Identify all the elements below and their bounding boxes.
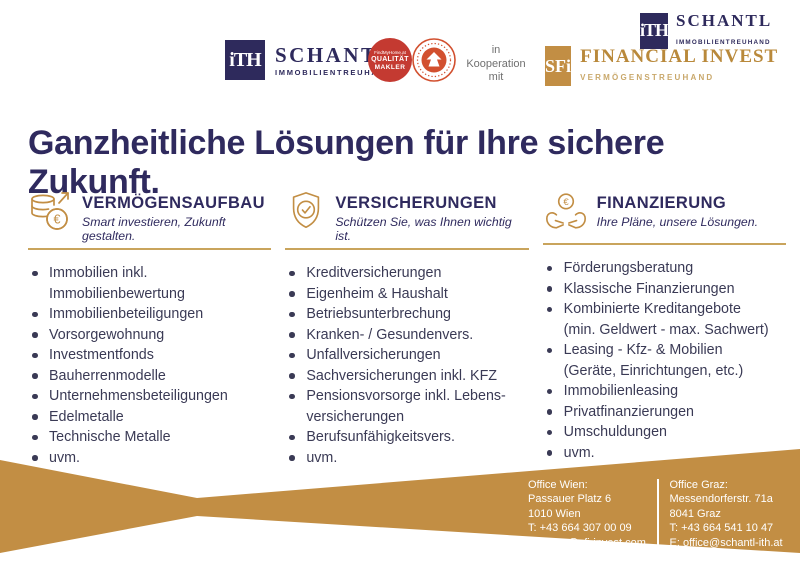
column-title: FINANZIERUNG (596, 194, 727, 212)
cooperation-line: mit (488, 71, 504, 83)
column-subtitle: Schützen Sie, was Ihnen wichtig ist. (335, 215, 512, 243)
brand-name: SCHANTL (676, 11, 773, 30)
cooperation-line: Kooperation (466, 57, 526, 70)
list-item: Förderungsberatung (543, 258, 786, 279)
list-item: Investmentfonds (28, 345, 271, 366)
sfi-brand-subtitle: VERMÖGENSTREUHAND (580, 73, 715, 82)
office-graz: Office Graz: Messendorferstr. 71a 8041 G… (670, 478, 800, 550)
footer-vertical-divider (657, 479, 659, 547)
seal-line: QUALITÄT (371, 55, 409, 63)
schantl-wordmark: SCHANTL IMMOBILIENTREUHAND (275, 44, 394, 77)
office-address: Messendorferstr. 71a (669, 493, 773, 506)
page-title: Ganzheitliche Lösungen für Ihre sichere … (28, 124, 665, 201)
sfi-logo-icon: SFi (545, 46, 572, 86)
header: iTH SCHANTL IMMOBILIENTREUHAND FindMyHom… (0, 0, 800, 112)
office-title: Office Graz: (669, 479, 728, 491)
list-item: Betriebsunterbrechung (285, 304, 528, 325)
seal-line: MAKLER (374, 63, 406, 71)
austria-award-seal-icon (412, 38, 456, 82)
coins-growth-icon: € (31, 192, 69, 230)
office-title: Office Wien: (528, 479, 588, 491)
seal-source: FindMyHome.at (374, 49, 406, 55)
list-item: Berufsunfähigkeitsvers. (285, 427, 528, 448)
list-item: Kombinierte Kreditangebote (min. Geldwer… (543, 299, 786, 340)
list-item: Klassische Finanzierungen (543, 279, 786, 300)
list-item: Unfallversicherungen (285, 345, 528, 366)
office-email-link[interactable]: E: office@schantl-ith.at (669, 536, 783, 549)
office-address: Passauer Platz 6 (528, 493, 612, 506)
sfi-brand-name: FINANCIAL INVEST (580, 46, 779, 67)
ith-logo-icon: iTH (225, 40, 265, 80)
gold-divider (28, 248, 272, 250)
list-item: Unternehmensbeteiligungen (28, 386, 271, 407)
list-item: Edelmetalle (28, 407, 271, 428)
services-list-finanzierung: Förderungsberatung Klassische Finanzierun… (543, 258, 786, 463)
list-item: Vorsorgewohnung (28, 325, 271, 346)
column-vermoegensaufbau: € VERMÖGENSAUFBAU Smart investieren, Zuk… (28, 190, 272, 468)
list-item: uvm. (285, 448, 528, 469)
list-item: Eigenheim & Haushalt (285, 284, 528, 305)
services-section: € VERMÖGENSAUFBAU Smart investieren, Zuk… (28, 190, 786, 468)
schantl-corner-logo: iTH SCHANTL IMMOBILIENTREUHAND (640, 12, 800, 49)
column-header: VERSICHERUNGEN Schützen Sie, was Ihnen w… (285, 190, 528, 243)
column-header-text: VERSICHERUNGEN Schützen Sie, was Ihnen w… (335, 190, 528, 243)
office-email-link[interactable]: E: office@sfi-invest.com (528, 536, 646, 549)
column-title: VERMÖGENSAUFBAU (82, 194, 265, 212)
brand-name: SCHANTL (275, 42, 395, 67)
list-item: Sachversicherungen inkl. KFZ (285, 366, 528, 387)
list-item: Pensionsvorsorge inkl. Lebens- versicher… (285, 386, 528, 427)
cooperation-text: in Kooperation mit (452, 44, 540, 85)
office-wien: Office Wien: Passauer Platz 6 1010 Wien … (528, 478, 646, 550)
footer-gold-ribbon (0, 449, 800, 553)
sfi-wordmark: FINANCIAL INVEST VERMÖGENSTREUHAND (580, 47, 800, 85)
column-finanzierung: € FINANZIERUNG Ihre Pläne, unsere Lösung… (542, 190, 786, 468)
hands-euro-icon: € (545, 193, 586, 229)
services-list-versicherungen: Kreditversicherungen Eigenheim & Haushalt… (285, 263, 528, 468)
services-list-vermoegensaufbau: Immobilien inkl. Immobilienbewertung Immo… (28, 263, 271, 468)
corner-wordmark: SCHANTL IMMOBILIENTREUHAND (676, 12, 800, 49)
column-header: € VERMÖGENSAUFBAU Smart investieren, Zuk… (28, 190, 271, 243)
list-item: Immobilienbeteiligungen (28, 304, 271, 325)
schantl-main-logo: iTH SCHANTL IMMOBILIENTREUHAND (225, 40, 394, 80)
column-versicherungen: VERSICHERUNGEN Schützen Sie, was Ihnen w… (285, 190, 529, 468)
office-city: 8041 Graz (669, 507, 721, 520)
brand-subtitle: IMMOBILIENTREUHAND (676, 39, 771, 46)
sfi-financial-invest-logo: SFi FINANCIAL INVEST VERMÖGENSTREUHAND (545, 46, 800, 86)
column-header-text: VERMÖGENSAUFBAU Smart investieren, Zukun… (82, 190, 271, 243)
office-phone: T: +43 664 307 00 09 (528, 522, 632, 535)
list-item: Immobilienleasing (543, 381, 786, 402)
office-phone: T: +43 664 541 10 47 (669, 522, 774, 535)
office-city: 1010 Wien (528, 507, 581, 520)
column-header: € FINANZIERUNG Ihre Pläne, unsere Lösung… (543, 190, 786, 238)
list-item: uvm. (543, 443, 786, 464)
brand-subtitle: IMMOBILIENTREUHAND (275, 67, 393, 77)
column-subtitle: Smart investieren, Zukunft gestalten. (82, 215, 226, 243)
shield-check-icon (293, 192, 320, 229)
cooperation-line: in (491, 44, 501, 56)
column-subtitle: Ihre Pläne, unsere Lösungen. (596, 215, 758, 229)
gold-divider (285, 248, 529, 250)
footer-offices: Office Wien: Passauer Platz 6 1010 Wien … (528, 478, 800, 550)
list-item: Umschuldungen (543, 422, 786, 443)
list-item: Leasing - Kfz- & Mobilien (Geräte, Einri… (543, 340, 786, 381)
list-item: Kranken- / Gesundenvers. (285, 325, 528, 346)
list-item: uvm. (28, 448, 271, 469)
qualitaet-makler-seal-icon: FindMyHome.at QUALITÄT MAKLER (368, 38, 412, 82)
ith-logo-icon: iTH (640, 12, 669, 49)
column-title: VERSICHERUNGEN (335, 194, 497, 212)
svg-text:€: € (563, 197, 569, 208)
gold-divider (542, 243, 786, 245)
list-item: Privatfinanzierungen (543, 402, 786, 423)
svg-text:€: € (54, 213, 61, 227)
column-header-text: FINANZIERUNG Ihre Pläne, unsere Lösungen… (597, 190, 758, 229)
list-item: Immobilien inkl. Immobilienbewertung (28, 263, 271, 304)
list-item: Bauherrenmodelle (28, 366, 271, 387)
list-item: Technische Metalle (28, 427, 271, 448)
list-item: Kreditversicherungen (285, 263, 528, 284)
